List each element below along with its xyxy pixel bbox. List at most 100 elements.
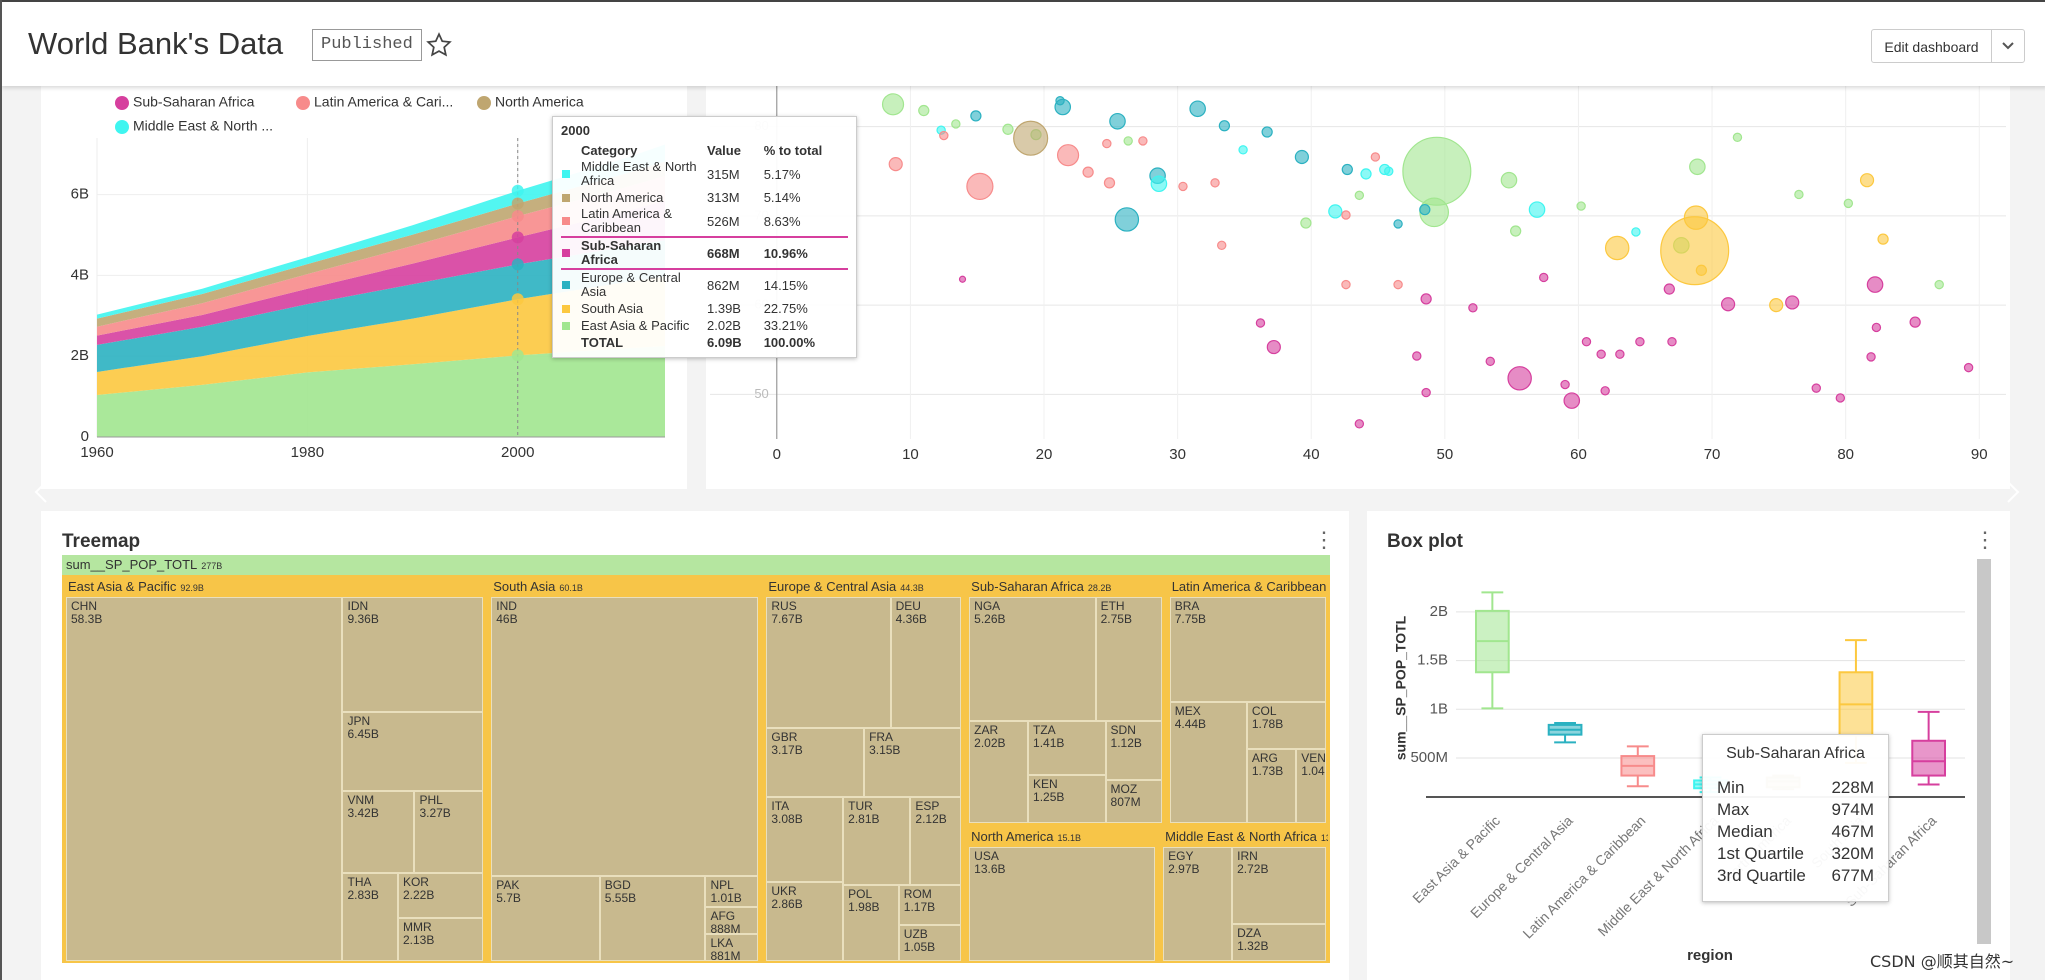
hover-dot: [511, 293, 524, 306]
tooltip-value: 315M: [707, 166, 740, 182]
treemap-region: Europe & Central Asia 44.3B RUS 7.67B DEU 4.3…: [762, 575, 966, 963]
area: [97, 346, 665, 437]
bubble: [1689, 158, 1706, 176]
bubble: [951, 119, 961, 129]
status-badge[interactable]: Published: [312, 29, 422, 61]
y-tick-label: 1B: [1430, 700, 1448, 717]
legend-label: North America: [495, 94, 584, 110]
bubble: [1528, 201, 1546, 218]
treemap-tile: POL 1.98B: [843, 885, 899, 961]
tile-value: 1.41B: [1033, 735, 1065, 750]
y-tick-label: 50: [754, 386, 768, 401]
bubble: [1866, 352, 1876, 362]
tile-value: 46B: [496, 612, 518, 626]
legend-swatch: [115, 120, 129, 134]
tooltip-swatch-cell: [561, 237, 577, 269]
region-name: East Asia & Pacific: [68, 579, 177, 594]
tooltip-value: 228M: [1831, 778, 1874, 797]
tile-value: 2.22B: [402, 887, 435, 902]
treemap-tile: ROM 1.17B: [898, 885, 962, 926]
bubble: [1178, 181, 1188, 192]
bubble: [1720, 297, 1736, 312]
favorite-star[interactable]: [426, 32, 452, 58]
bubble: [881, 93, 905, 116]
region-header: Latin America & Caribbean23.1B: [1172, 579, 1328, 594]
panel-menu[interactable]: ⋮: [1313, 527, 1335, 552]
tile-value: 1.04B: [1301, 763, 1325, 778]
dashboard-title: World Bank's Data: [28, 26, 284, 61]
tile-value: 1.12B: [1110, 735, 1142, 750]
treemap-tile: IND 46B: [491, 597, 759, 876]
tooltip-row: Europe & Central Asia 862M 14.15%: [561, 269, 848, 300]
tile-name: IDN: [347, 599, 369, 613]
box-plot-panel: Box plot ⋮: [1367, 511, 2010, 980]
treemap-tile: DEU 4.36B: [890, 597, 962, 729]
bubble: [1785, 295, 1800, 310]
x-tick-label: 40: [1303, 446, 1320, 463]
tooltip-row: Median 467M: [1717, 821, 1874, 843]
nav-right[interactable]: [2007, 481, 2020, 503]
treemap-tile: NPL 1.01B: [705, 875, 759, 907]
tile-name: EGY: [1168, 848, 1194, 863]
treemap-tile: SDN 1.12B: [1105, 720, 1162, 780]
region-header: Europe & Central Asia 44.3B: [768, 579, 923, 594]
bubble: [1102, 138, 1112, 149]
tile-name: ETH: [1100, 599, 1125, 613]
region-value: 28.2B: [1087, 583, 1112, 593]
scrollbar[interactable]: [1977, 559, 1991, 944]
tile-name: ROM: [903, 887, 932, 902]
treemap-tile: LKA 881M: [705, 934, 759, 961]
x-tick-label: Latin America & Caribbean: [1519, 812, 1648, 941]
region-name: South Asia: [493, 579, 556, 594]
nav-left[interactable]: [34, 481, 47, 503]
tile-name: NPL: [710, 877, 734, 892]
tile-name: CHN: [71, 599, 97, 613]
panel-title: Treemap: [62, 531, 141, 552]
tooltip-header-row: Category Value % to total: [561, 142, 848, 159]
treemap-region: Sub-Saharan Africa 28.2B NGA 5.26B ETH 2.75B Z…: [965, 575, 1166, 825]
treemap-tile: IRN 2.72B: [1232, 846, 1326, 924]
tile-value: 881M: [710, 949, 741, 961]
bubble: [1360, 168, 1372, 180]
tile-value: 3.08B: [771, 811, 803, 826]
edit-dashboard-button[interactable]: Edit dashboard: [1871, 29, 1992, 63]
tile-value: 2.83B: [347, 887, 379, 902]
bubble: [1909, 316, 1921, 328]
bubble: [1635, 337, 1645, 347]
bubble: [1576, 201, 1586, 211]
dropdown-button[interactable]: [1991, 29, 2025, 63]
treemap-tile: BRA 7.75B: [1169, 597, 1326, 702]
hover-dot: [511, 184, 524, 197]
bubble: [1138, 136, 1148, 146]
area: [97, 276, 665, 395]
x-tick-label: 1960: [80, 444, 113, 461]
tooltip-row: 3rd Quartile 677M: [1717, 865, 1874, 887]
tooltip-swatch: [562, 304, 570, 313]
bubble: [1866, 276, 1884, 293]
tile-name: RUS: [771, 599, 797, 613]
tile-name: DEU: [895, 599, 921, 613]
tile-value: 1.98B: [848, 900, 880, 915]
tooltip-category: North America: [581, 189, 664, 205]
region-name: Sub-Saharan Africa: [971, 579, 1084, 594]
x-axis-label: region: [1687, 947, 1733, 964]
tile-value: 1.32B: [1237, 938, 1269, 953]
tile-value: 7.67B: [771, 612, 803, 626]
tile-name: MMR: [402, 919, 432, 934]
panel-menu[interactable]: ⋮: [1974, 527, 1996, 552]
bubble: [1217, 240, 1227, 251]
tooltip-label: 1st Quartile: [1717, 844, 1804, 863]
region-name: Middle East & North Africa: [1165, 828, 1317, 844]
tooltip-share: 14.15%: [763, 277, 808, 293]
root-name: sum__SP_POP_TOTL: [66, 557, 198, 572]
bubble: [1769, 298, 1784, 313]
bubble: [1055, 96, 1065, 106]
box: [1911, 739, 1947, 777]
tile-name: COL: [1251, 703, 1277, 718]
tooltip-swatch: [562, 193, 570, 202]
tooltip-share: 22.75%: [763, 301, 808, 316]
tooltip-share: 33.21%: [763, 318, 808, 333]
tile-value: 2.02B: [974, 735, 1006, 750]
tooltip-label: Median: [1717, 822, 1773, 841]
